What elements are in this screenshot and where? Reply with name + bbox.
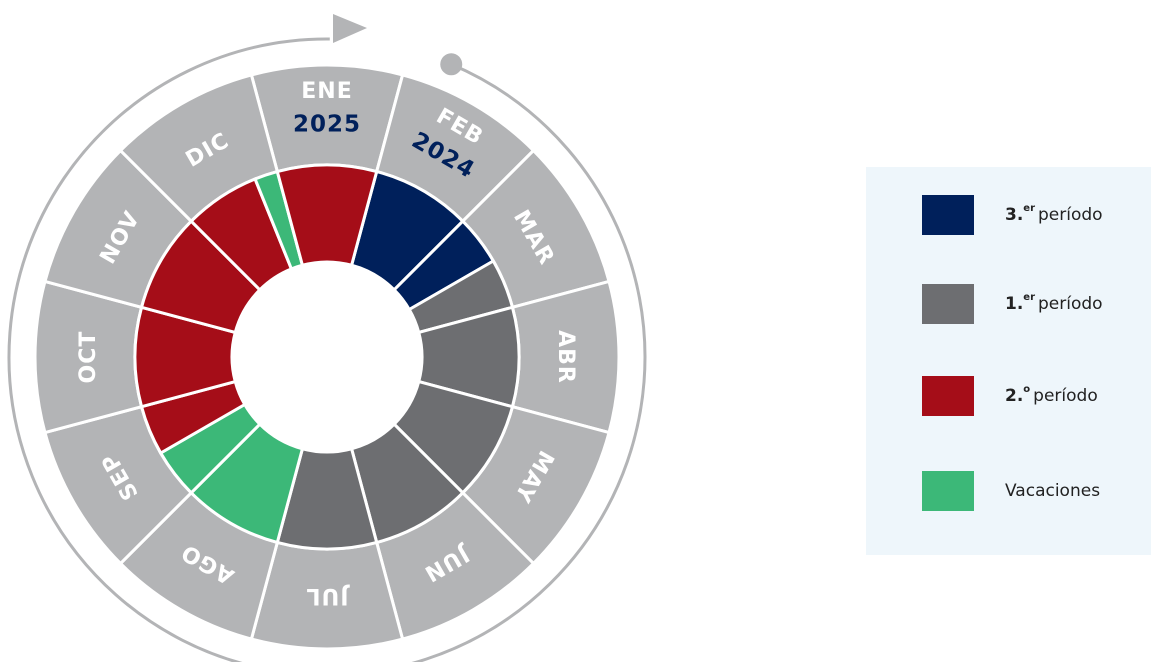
legend-text: Vacaciones	[1005, 481, 1100, 501]
legend-superscript: er	[1023, 203, 1035, 214]
month-label-group: ENE 2025	[293, 79, 361, 138]
legend-text: período	[1038, 205, 1103, 225]
month-label-group: JUL	[305, 583, 350, 608]
month-label-group: OCT	[76, 331, 101, 384]
month-label: ENE	[301, 79, 352, 104]
month-label: OCT	[76, 331, 101, 384]
center-hole	[232, 262, 422, 452]
legend-swatch	[922, 376, 974, 416]
arrow-head	[333, 14, 367, 43]
month-label-group: ABR	[553, 330, 578, 384]
legend-superscript: o	[1023, 384, 1030, 395]
year-label: 2025	[293, 112, 361, 138]
legend-swatch	[922, 284, 974, 324]
legend-number: 2.	[1005, 386, 1023, 406]
legend-label: 3.er período	[1005, 203, 1103, 225]
legend-label: 1.er período	[1005, 292, 1103, 314]
month-label: ABR	[553, 330, 578, 384]
legend-superscript: er	[1023, 292, 1035, 303]
legend-swatch	[922, 471, 974, 511]
legend-box	[866, 167, 1151, 555]
cycle-arrow	[7, 37, 647, 662]
legend-label: Vacaciones	[1005, 481, 1100, 501]
legend-text: período	[1033, 386, 1098, 406]
legend-number: 1.	[1005, 294, 1023, 314]
month-label: JUL	[305, 583, 350, 608]
legend-text: período	[1038, 294, 1103, 314]
legend-number: 3.	[1005, 205, 1023, 225]
legend-label: 2.o período	[1005, 384, 1098, 406]
legend-swatch	[922, 195, 974, 235]
arrow-start-dot	[440, 53, 463, 76]
